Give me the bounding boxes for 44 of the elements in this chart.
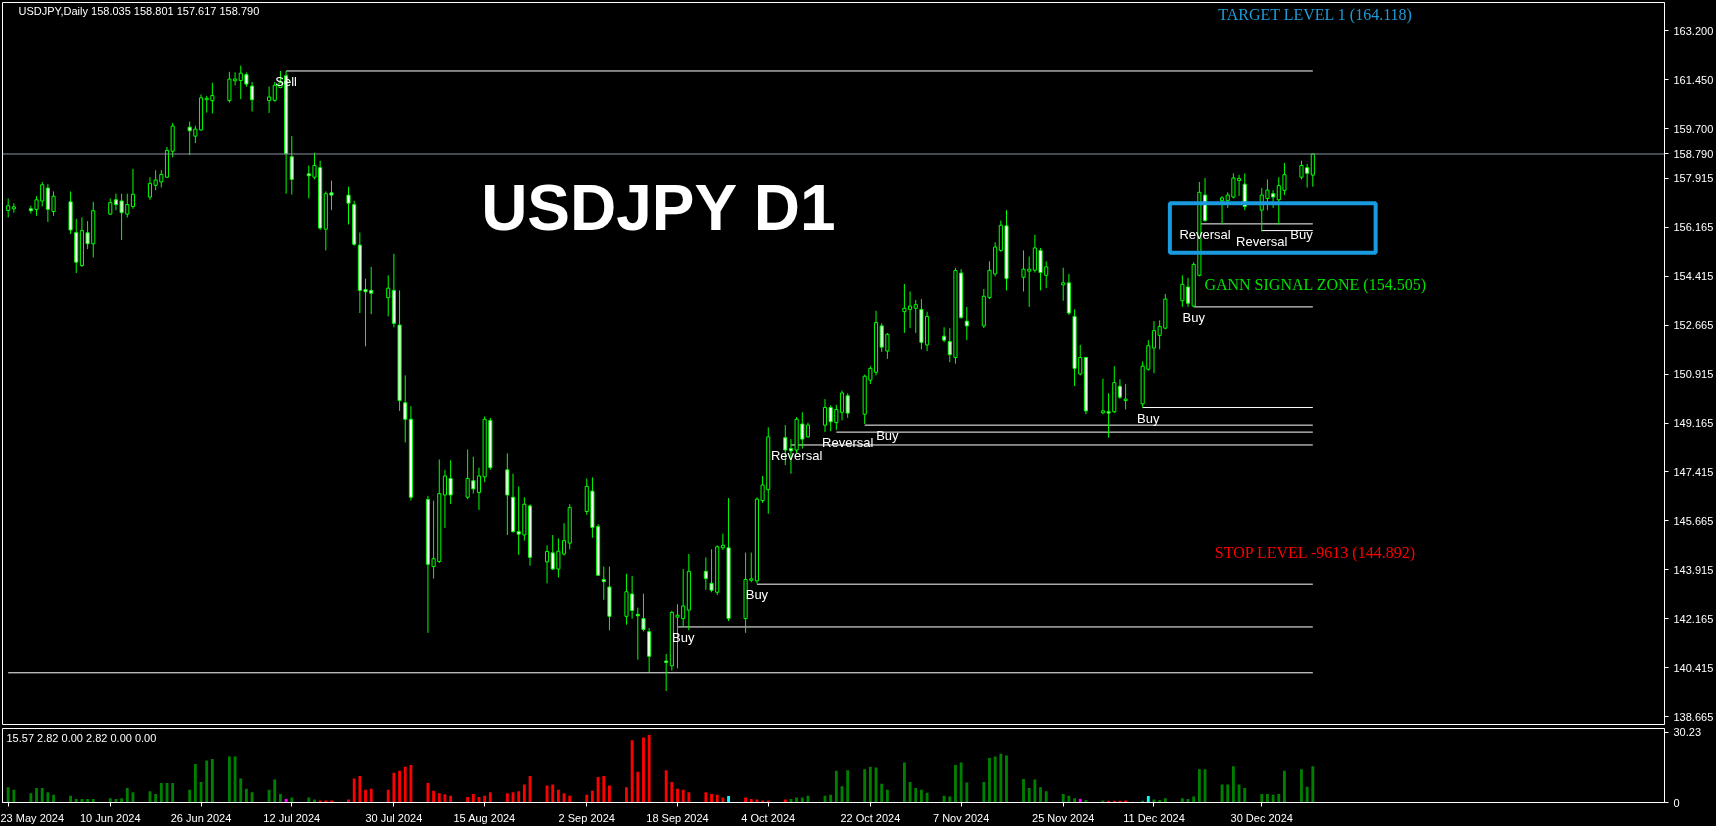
x-tick-label: 11 Dec 2024 [1123,811,1185,824]
y-tick-label: 140.415 [1673,661,1714,674]
y-tick-label: 138.665 [1673,710,1714,723]
annotation: Buy [1182,309,1206,325]
ref-line-label: 158.790 [1673,148,1714,160]
x-tick-label: 18 Sep 2024 [646,811,709,824]
x-tick-label: 15 Aug 2024 [453,811,516,824]
x-tick-label: 26 Jun 2024 [170,811,232,824]
y-tick-label: 149.165 [1673,417,1714,430]
x-tick-label: 2 Sep 2024 [558,811,615,824]
y-tick-label: 142.165 [1673,612,1714,625]
x-tick-label: 4 Oct 2024 [741,811,796,824]
y-tick-label: 152.665 [1673,319,1714,332]
x-tick-label: 10 Jun 2024 [80,811,141,824]
x-tick-label: 30 Dec 2024 [1230,811,1293,824]
y-tick-label: 0 [1673,796,1680,809]
text: USDJPY D1 [481,172,836,245]
y-tick-label: 163.200 [1673,24,1714,37]
chart-subtitle: USDJPY,Daily 158.035 158.801 157.617 158.790 [18,4,260,17]
x-tick-label: 23 May 2024 [0,811,65,824]
annotation: STOP LEVEL -9613 (144.892) [1214,544,1416,563]
y-tick-label: 150.915 [1673,368,1714,381]
y-tick-label: 161.450 [1673,73,1714,86]
y-tick-label: 143.915 [1673,563,1714,576]
x-tick-label: 12 Jul 2024 [263,811,321,824]
chart-title: 15.57 2.82 0.00 2.82 0.00 0.00 [6,731,157,744]
y-tick-label: 154.415 [1673,270,1714,283]
annotation: Buy [1290,226,1314,242]
y-tick-label: 156.165 [1673,221,1714,234]
x-tick-label: 7 Nov 2024 [933,811,990,824]
y-tick-label: 147.415 [1673,465,1714,478]
y-tick-label: 157.915 [1673,172,1714,185]
annotation: Reversal [1236,233,1288,249]
x-tick-label: 25 Nov 2024 [1032,811,1095,824]
annotation: GANN SIGNAL ZONE (154.505) [1204,275,1426,294]
x-tick-label: 30 Jul 2024 [365,811,423,824]
annotation: Buy [1137,410,1161,426]
annotation: Reversal [822,435,874,451]
y-tick-label: 159.700 [1673,122,1714,135]
y-tick-label: 145.665 [1673,514,1714,527]
annotation: Buy [876,428,900,444]
annotation: TARGET LEVEL 1 (164.118) [1218,6,1412,25]
x-tick-label: 22 Oct 2024 [840,811,901,824]
y-tick-label: 30.23 [1673,726,1702,739]
